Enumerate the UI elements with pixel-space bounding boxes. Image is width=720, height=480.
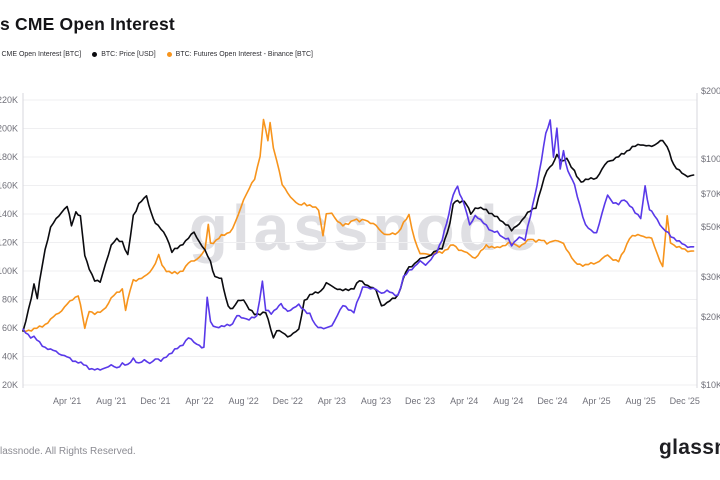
legend-item-label: s CME Open Interest [BTC]: [0, 51, 82, 58]
y-axis-right-tick-label: $70K: [701, 189, 720, 199]
glassnode-logo: glassnode: [659, 436, 720, 459]
y-axis-left-tick-label: 200K: [0, 124, 18, 134]
y-axis-right-tick-label: $10K: [701, 380, 720, 390]
legend-item-binance-open-interest[interactable]: BTC: Futures Open Interest - Binance [BT…: [166, 51, 313, 58]
legend-dot-black-icon: [92, 52, 98, 57]
y-axis-right-tick-label: $100K: [701, 154, 720, 164]
legend-item-btc-price[interactable]: BTC: Price [USD]: [92, 51, 156, 58]
y-axis-right-labels: $200K $100K $70K $50K $30K $20K $10K: [701, 86, 720, 390]
x-axis-tick-label: Apr '25: [582, 396, 610, 406]
x-axis-tick-label: Dec '22: [273, 396, 303, 406]
x-axis-tick-label: Apr '22: [185, 396, 213, 406]
legend-item-label: BTC: Price [USD]: [101, 51, 156, 58]
y-axis-right-tick-label: $200K: [701, 86, 720, 96]
legend-item-label: BTC: Futures Open Interest - Binance [BT…: [175, 51, 313, 58]
legend-item-cme-open-interest[interactable]: s CME Open Interest [BTC]: [0, 51, 81, 58]
x-axis-tick-label: Dec '24: [537, 396, 567, 406]
y-axis-right-tick-label: $30K: [701, 272, 720, 282]
x-axis-tick-label: Apr '23: [318, 396, 346, 406]
y-axis-left-tick-label: 60K: [2, 323, 18, 333]
y-axis-right-tick-label: $20K: [701, 312, 720, 322]
y-axis-right-tick-label: $50K: [701, 222, 720, 232]
x-axis-tick-label: Dec '23: [405, 396, 435, 406]
y-axis-left-tick-label: 80K: [2, 295, 18, 305]
x-axis-labels: Apr '21 Aug '21 Dec '21 Apr '22 Aug '22 Dec '…: [53, 396, 700, 406]
x-axis-tick-label: Aug '23: [361, 396, 391, 406]
x-axis-tick-label: Dec '25: [670, 396, 700, 406]
x-axis-tick-label: Aug '22: [228, 396, 258, 406]
axis-lines: [22, 93, 698, 388]
y-axis-left-tick-label: 100K: [0, 266, 18, 276]
y-axis-left-tick-label: 220K: [0, 95, 18, 105]
x-axis-tick-label: Aug '21: [96, 396, 126, 406]
x-axis-tick-label: Dec '21: [140, 396, 170, 406]
x-axis-tick-label: Apr '21: [53, 396, 81, 406]
series-line-left-3: [22, 119, 695, 371]
legend-dot-orange-icon: [166, 52, 172, 57]
series-line-right-2: [22, 139, 695, 339]
y-axis-left-tick-label: 40K: [2, 352, 18, 362]
page-title: s CME Open Interest: [0, 14, 175, 34]
y-axis-left-tick-label: 20K: [2, 380, 18, 390]
series-lines: [22, 118, 695, 371]
y-axis-left-labels: 220K 200K 180K 160K 140K 120K 100K 80K 60K 40K 20K: [0, 95, 18, 390]
footer-copyright: lassnode. All Rights Reserved.: [0, 446, 136, 457]
x-axis-tick-label: Aug '25: [626, 396, 656, 406]
series-line-left-1: [22, 118, 695, 333]
chart-legend: s CME Open Interest [BTC] BTC: Price [US…: [0, 51, 313, 58]
y-axis-left-tick-label: 120K: [0, 238, 18, 248]
y-axis-left-tick-label: 180K: [0, 152, 18, 162]
gridlines: [23, 99, 697, 386]
x-axis-tick-label: Aug '24: [493, 396, 523, 406]
x-axis-tick-label: Apr '24: [450, 396, 478, 406]
y-axis-left-tick-label: 160K: [0, 181, 18, 191]
y-axis-left-tick-label: 140K: [0, 209, 18, 219]
